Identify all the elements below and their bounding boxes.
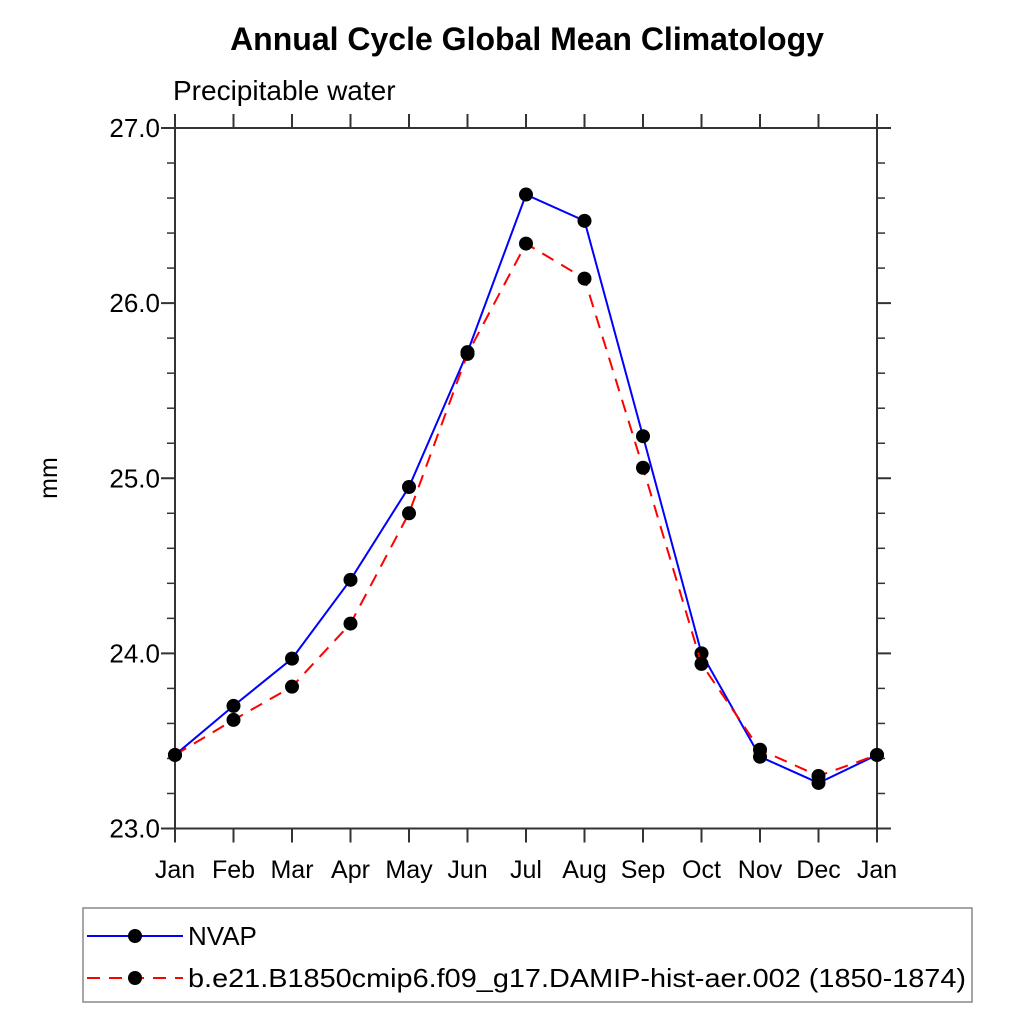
- model-data-point-marker: [460, 346, 475, 361]
- series-nvap: [168, 187, 884, 790]
- model-data-point-marker: [811, 768, 826, 783]
- x-tick-label: May: [385, 856, 433, 884]
- x-tick-label: Jan: [155, 856, 195, 884]
- x-tick-label: Mar: [270, 856, 313, 884]
- model-data-point-marker: [753, 742, 767, 757]
- x-tick-label: Dec: [796, 856, 840, 884]
- y-tick-label: 24.0: [109, 638, 160, 668]
- chart-subtitle: Precipitable water: [173, 75, 396, 106]
- model-data-point-marker: [577, 271, 592, 286]
- y-tick-label: 23.0: [109, 814, 160, 844]
- legend-marker-nvap: [128, 929, 142, 943]
- nvap-line: [174, 193, 878, 785]
- nvap-data-point-marker: [226, 698, 241, 713]
- series-model: [168, 236, 884, 783]
- model-data-point-marker: [226, 712, 241, 727]
- model-data-point-marker: [168, 747, 182, 762]
- legend-item-model: b.e21.B1850cmip6.f09_g17.DAMIP-hist-aer.…: [87, 963, 966, 993]
- x-tick-label: Jan: [857, 856, 897, 884]
- legend-marker-model: [128, 971, 142, 985]
- nvap-data-point-marker: [519, 187, 533, 202]
- nvap-data-point-marker: [402, 480, 416, 495]
- nvap-data-point-marker: [285, 651, 299, 666]
- y-tick-label: 27.0: [109, 113, 160, 143]
- x-tick-label: Sep: [621, 856, 665, 884]
- chart-title: Annual Cycle Global Mean Climatology: [230, 21, 824, 57]
- x-tick-label: Jul: [510, 856, 542, 884]
- model-data-point-marker: [402, 506, 416, 521]
- legend-item-nvap: NVAP: [87, 921, 257, 951]
- model-data-point-marker: [694, 656, 709, 671]
- legend-label-nvap: NVAP: [188, 921, 257, 951]
- nvap-data-point-marker: [694, 646, 709, 661]
- plot-box: [174, 127, 878, 830]
- nvap-data-point-marker: [343, 572, 358, 587]
- axes: Jan Feb Mar Apr May Jun Jul Aug Sep Oct Nov Dec Jan 2…: [109, 113, 897, 884]
- x-tick-label: Jun: [447, 856, 487, 884]
- y-axis-label: mm: [35, 457, 63, 499]
- model-data-point-marker: [870, 747, 884, 762]
- x-tick-label: Apr: [331, 856, 370, 884]
- series-lines: [168, 187, 884, 790]
- nvap-data-point-marker: [636, 429, 650, 444]
- model-data-point-marker: [343, 616, 358, 631]
- model-line: [174, 242, 878, 778]
- y-tick-label: 25.0: [109, 463, 160, 493]
- model-data-point-marker: [285, 679, 299, 694]
- legend-box: [82, 907, 973, 1003]
- x-tick-label: Oct: [682, 856, 721, 884]
- x-tick-label: Nov: [738, 856, 783, 884]
- y-tick-label: 26.0: [109, 288, 160, 318]
- x-tick-label: Feb: [212, 856, 255, 884]
- legend: NVAP b.e21.B1850cmip6.f09_g17.DAMIP-hist…: [82, 907, 973, 1003]
- x-tick-label: Aug: [562, 856, 606, 884]
- legend-label-model: b.e21.B1850cmip6.f09_g17.DAMIP-hist-aer.…: [188, 963, 966, 993]
- nvap-data-point-marker: [577, 213, 592, 228]
- model-data-point-marker: [636, 460, 650, 475]
- model-data-point-marker: [519, 236, 533, 251]
